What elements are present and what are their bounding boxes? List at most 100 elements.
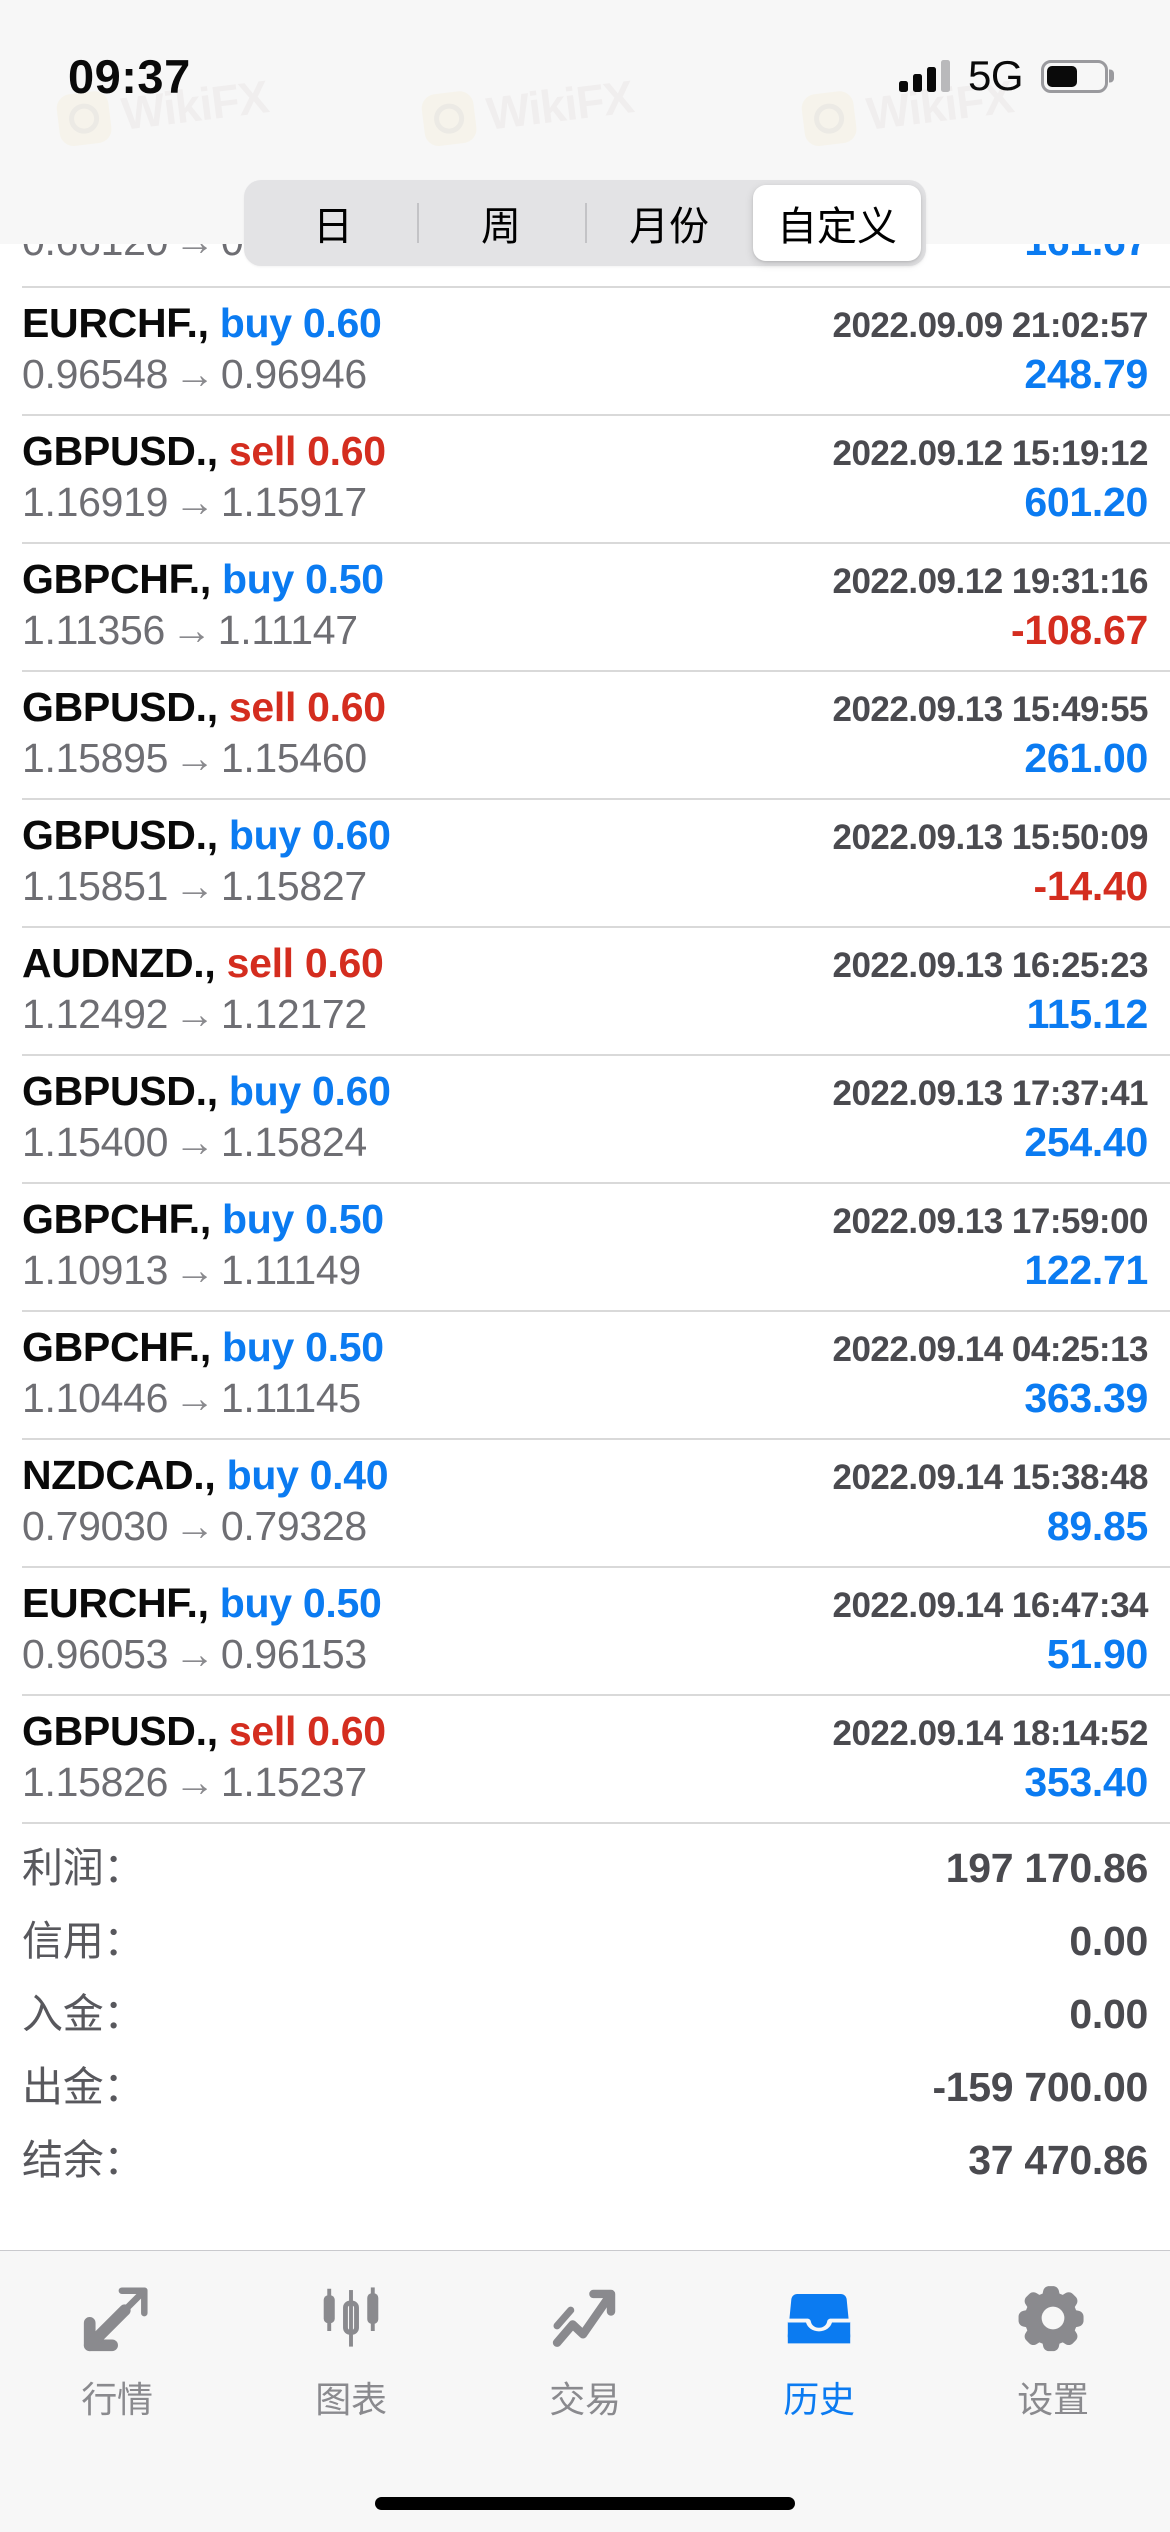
trade-prices: 1.15851 → 1.15827 [22,863,367,910]
bottom-tab-bar[interactable]: 行情 图表 交易 历史 设置 [0,2250,1170,2532]
tab-history-inbox[interactable]: 历史 [702,2275,936,2423]
trade-prices: 1.15400 → 1.15824 [22,1119,367,1166]
trade-close-price: 1.15460 [220,735,367,781]
table-row[interactable]: EURCHF., buy 0.50 2022.09.14 16:47:34 0.96… [0,1566,1170,1694]
arrow-right-icon: → [174,1247,215,1293]
trade-datetime: 2022.09.14 16:47:34 [832,1586,1149,1625]
trade-symbol: GBPUSD., [22,684,218,730]
summary-row: 利润： 197 170.86 [22,1828,1148,1901]
trade-symbol-side: GBPUSD., buy 0.60 [22,1068,391,1115]
trade-open-price: 1.12492 [22,991,169,1037]
summary-label: 信用： [22,1918,145,1964]
trade-datetime: 2022.09.12 19:31:16 [832,562,1149,601]
trade-profit: -108.67 [1011,607,1148,653]
trade-symbol: GBPUSD., [22,428,218,474]
tab-gear[interactable]: 设置 [936,2275,1170,2423]
trade-profit: 261.00 [1024,735,1148,781]
trade-datetime: 2022.09.12 15:19:12 [832,434,1149,473]
summary-value: -159 700.00 [932,2064,1148,2110]
trade-close-price: 1.15917 [220,479,367,525]
summary-row: 信用： 0.00 [22,1901,1148,1974]
period-tab-0[interactable]: 日 [249,185,417,261]
tab-quotes-arrows[interactable]: 行情 [0,2275,234,2423]
summary-label: 入金： [22,1991,145,2037]
arrow-right-icon: → [174,1759,215,1805]
summary-label: 利润： [22,1845,145,1891]
arrow-right-icon: → [174,1375,215,1421]
trade-symbol-side: GBPCHF., buy 0.50 [22,1324,384,1371]
trade-detail-line: 1.10913 → 1.11149 122.71 [22,1243,1148,1310]
period-tab-2[interactable]: 月份 [585,185,753,261]
trade-symbol-side: EURCHF., buy 0.60 [22,300,382,347]
tab-trade-trend-arrow[interactable]: 交易 [468,2275,702,2423]
trade-prices: 1.10913 → 1.11149 [22,1247,361,1294]
trade-prices: 0.96548 → 0.96946 [22,351,367,398]
trade-symbol: GBPCHF., [22,556,211,602]
trade-header-line: GBPUSD., buy 0.60 2022.09.13 17:37:41 [22,1054,1148,1115]
trade-symbol-side: GBPCHF., buy 0.50 [22,556,384,603]
trade-profit: 122.71 [1024,1247,1148,1293]
trade-prices: 1.10446 → 1.11145 [22,1375,361,1422]
trade-open-price: 0.66120 [22,244,168,264]
history-list[interactable]: 0.66120→0.66004161.67EURCHF., buy 0.6020… [0,244,1170,2250]
trade-close-price: 1.15237 [220,1759,367,1805]
trade-prices: 0.79030 → 0.79328 [22,1503,367,1550]
trade-detail-line: 0.79030 → 0.79328 89.85 [22,1499,1148,1566]
trade-symbol: GBPUSD., [22,812,218,858]
status-bar: 09:37 5G [0,0,1170,118]
trade-detail-line: 1.15895 → 1.15460 261.00 [22,731,1148,798]
table-row[interactable]: GBPUSD., buy 0.60 2022.09.13 17:37:41 1.15… [0,1054,1170,1182]
summary-row: 入金： 0.00 [22,1974,1148,2047]
trade-close-price: 0.96153 [220,1631,367,1677]
table-row[interactable]: GBPUSD., sell 0.60 2022.09.12 15:19:12 1.1… [0,414,1170,542]
table-row[interactable]: GBPUSD., sell 0.60 2022.09.13 15:49:55 1.1… [0,670,1170,798]
trade-close-price: 1.11145 [220,1375,361,1421]
period-tab-label: 月份 [629,205,709,249]
tab-label: 行情 [81,2379,153,2420]
candlestick-chart-icon [312,2275,390,2361]
arrow-right-icon: → [174,991,215,1037]
trade-close-price: 1.15827 [220,863,367,909]
trade-prices: 1.12492 → 1.12172 [22,991,367,1038]
trade-datetime: 2022.09.13 15:49:55 [832,690,1149,729]
period-tab-3[interactable]: 自定义 [753,185,921,261]
summary-label: 结余： [22,2137,145,2183]
summary-value: 197 170.86 [945,1845,1149,1891]
period-segmented-control[interactable]: 日 周 月份 自定义 [244,180,926,266]
signal-bars-icon [898,60,950,92]
trade-profit: 248.79 [1024,351,1148,397]
trade-profit: 363.39 [1024,1375,1148,1421]
table-row[interactable]: EURCHF., buy 0.60 2022.09.09 21:02:57 0.96… [0,286,1170,414]
trade-side-volume: sell 0.60 [217,1708,386,1754]
trade-header-line: GBPCHF., buy 0.50 2022.09.14 04:25:13 [22,1310,1148,1371]
table-row[interactable]: GBPCHF., buy 0.50 2022.09.13 17:59:00 1.10… [0,1182,1170,1310]
trade-open-price: 0.96548 [22,351,169,397]
table-row[interactable]: AUDNZD., sell 0.60 2022.09.13 16:25:23 1.1… [0,926,1170,1054]
trade-open-price: 1.15400 [22,1119,169,1165]
period-tab-label: 日 [313,205,353,249]
period-tab-1[interactable]: 周 [417,185,585,261]
trade-detail-line: 1.10446 → 1.11145 363.39 [22,1371,1148,1438]
table-row[interactable]: GBPUSD., sell 0.60 2022.09.14 18:14:52 1.1… [0,1694,1170,1822]
table-row[interactable]: NZDCAD., buy 0.40 2022.09.14 15:38:48 0.79… [0,1438,1170,1566]
trade-datetime: 2022.09.13 16:25:23 [832,946,1149,985]
trade-symbol: GBPUSD., [22,1708,218,1754]
trade-datetime: 2022.09.13 17:37:41 [832,1074,1149,1113]
table-row[interactable]: GBPCHF., buy 0.50 2022.09.12 19:31:16 1.11… [0,542,1170,670]
period-tab-label: 自定义 [777,205,897,249]
table-row[interactable]: GBPCHF., buy 0.50 2022.09.14 04:25:13 1.10… [0,1310,1170,1438]
arrow-right-icon: → [174,1503,215,1549]
trade-detail-line: 1.15826 → 1.15237 353.40 [22,1755,1148,1822]
trade-open-price: 1.16919 [22,479,169,525]
network-type-label: 5G [967,52,1024,99]
trade-detail-line: 1.15851 → 1.15827 -14.40 [22,859,1148,926]
trade-datetime: 2022.09.09 21:02:57 [832,306,1149,345]
table-row[interactable]: GBPUSD., buy 0.60 2022.09.13 15:50:09 1.15… [0,798,1170,926]
trade-prices: 1.15895 → 1.15460 [22,735,367,782]
trade-header-line: GBPUSD., sell 0.60 2022.09.12 15:19:12 [22,414,1148,475]
trade-symbol-side: GBPUSD., sell 0.60 [22,428,386,475]
quotes-arrows-icon [78,2275,156,2361]
trade-symbol: NZDCAD., [22,1452,216,1498]
tab-candlestick-chart[interactable]: 图表 [234,2275,468,2423]
trade-header-line: GBPUSD., sell 0.60 2022.09.13 15:49:55 [22,670,1148,731]
